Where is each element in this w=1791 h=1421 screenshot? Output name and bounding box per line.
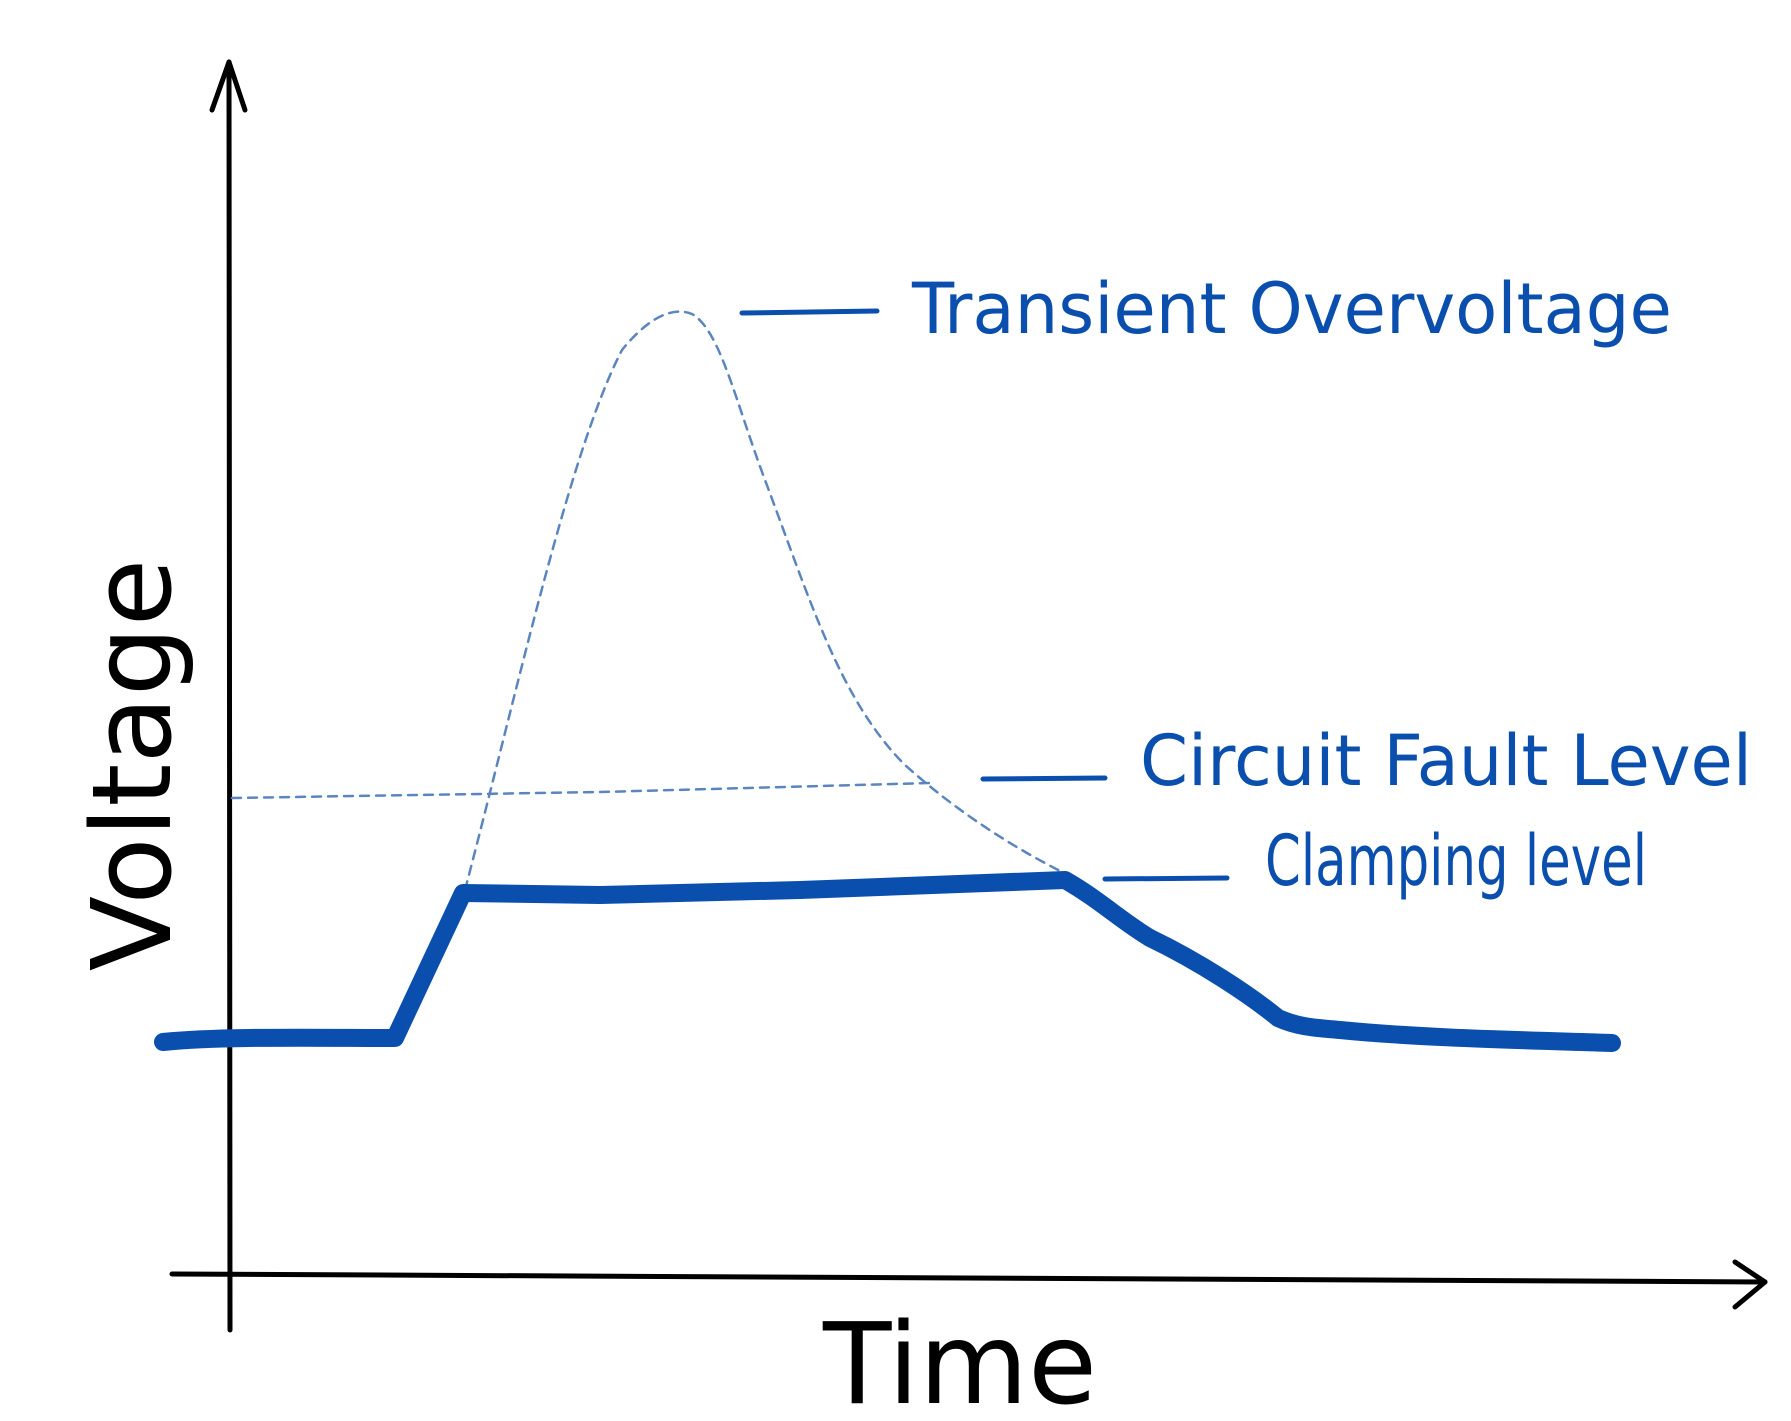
transient-overvoltage-label: Transient Overvoltage [911, 268, 1672, 350]
y-axis [209, 59, 248, 1333]
clamped-voltage-solid-curve [154, 871, 1621, 1052]
clamping-level-label: Clamping level [1265, 820, 1647, 902]
y-axis-title: Voltage [68, 559, 196, 972]
x-axis-line [169, 1271, 1768, 1285]
y-axis-arrowhead [209, 59, 248, 113]
clamping-leader-line [1102, 875, 1230, 882]
y-axis-line [226, 59, 233, 1333]
x-axis [169, 1259, 1768, 1310]
transient-leader-line [739, 308, 880, 316]
transient-overvoltage-dashed-curve [463, 310, 1070, 892]
x-axis-title: Time [822, 1300, 1097, 1421]
circuit-fault-level-label: Circuit Fault Level [1140, 720, 1752, 802]
fault-leader-line [980, 775, 1108, 782]
fault-level-dashed-line [230, 781, 932, 800]
x-axis-arrowhead [1732, 1259, 1768, 1310]
